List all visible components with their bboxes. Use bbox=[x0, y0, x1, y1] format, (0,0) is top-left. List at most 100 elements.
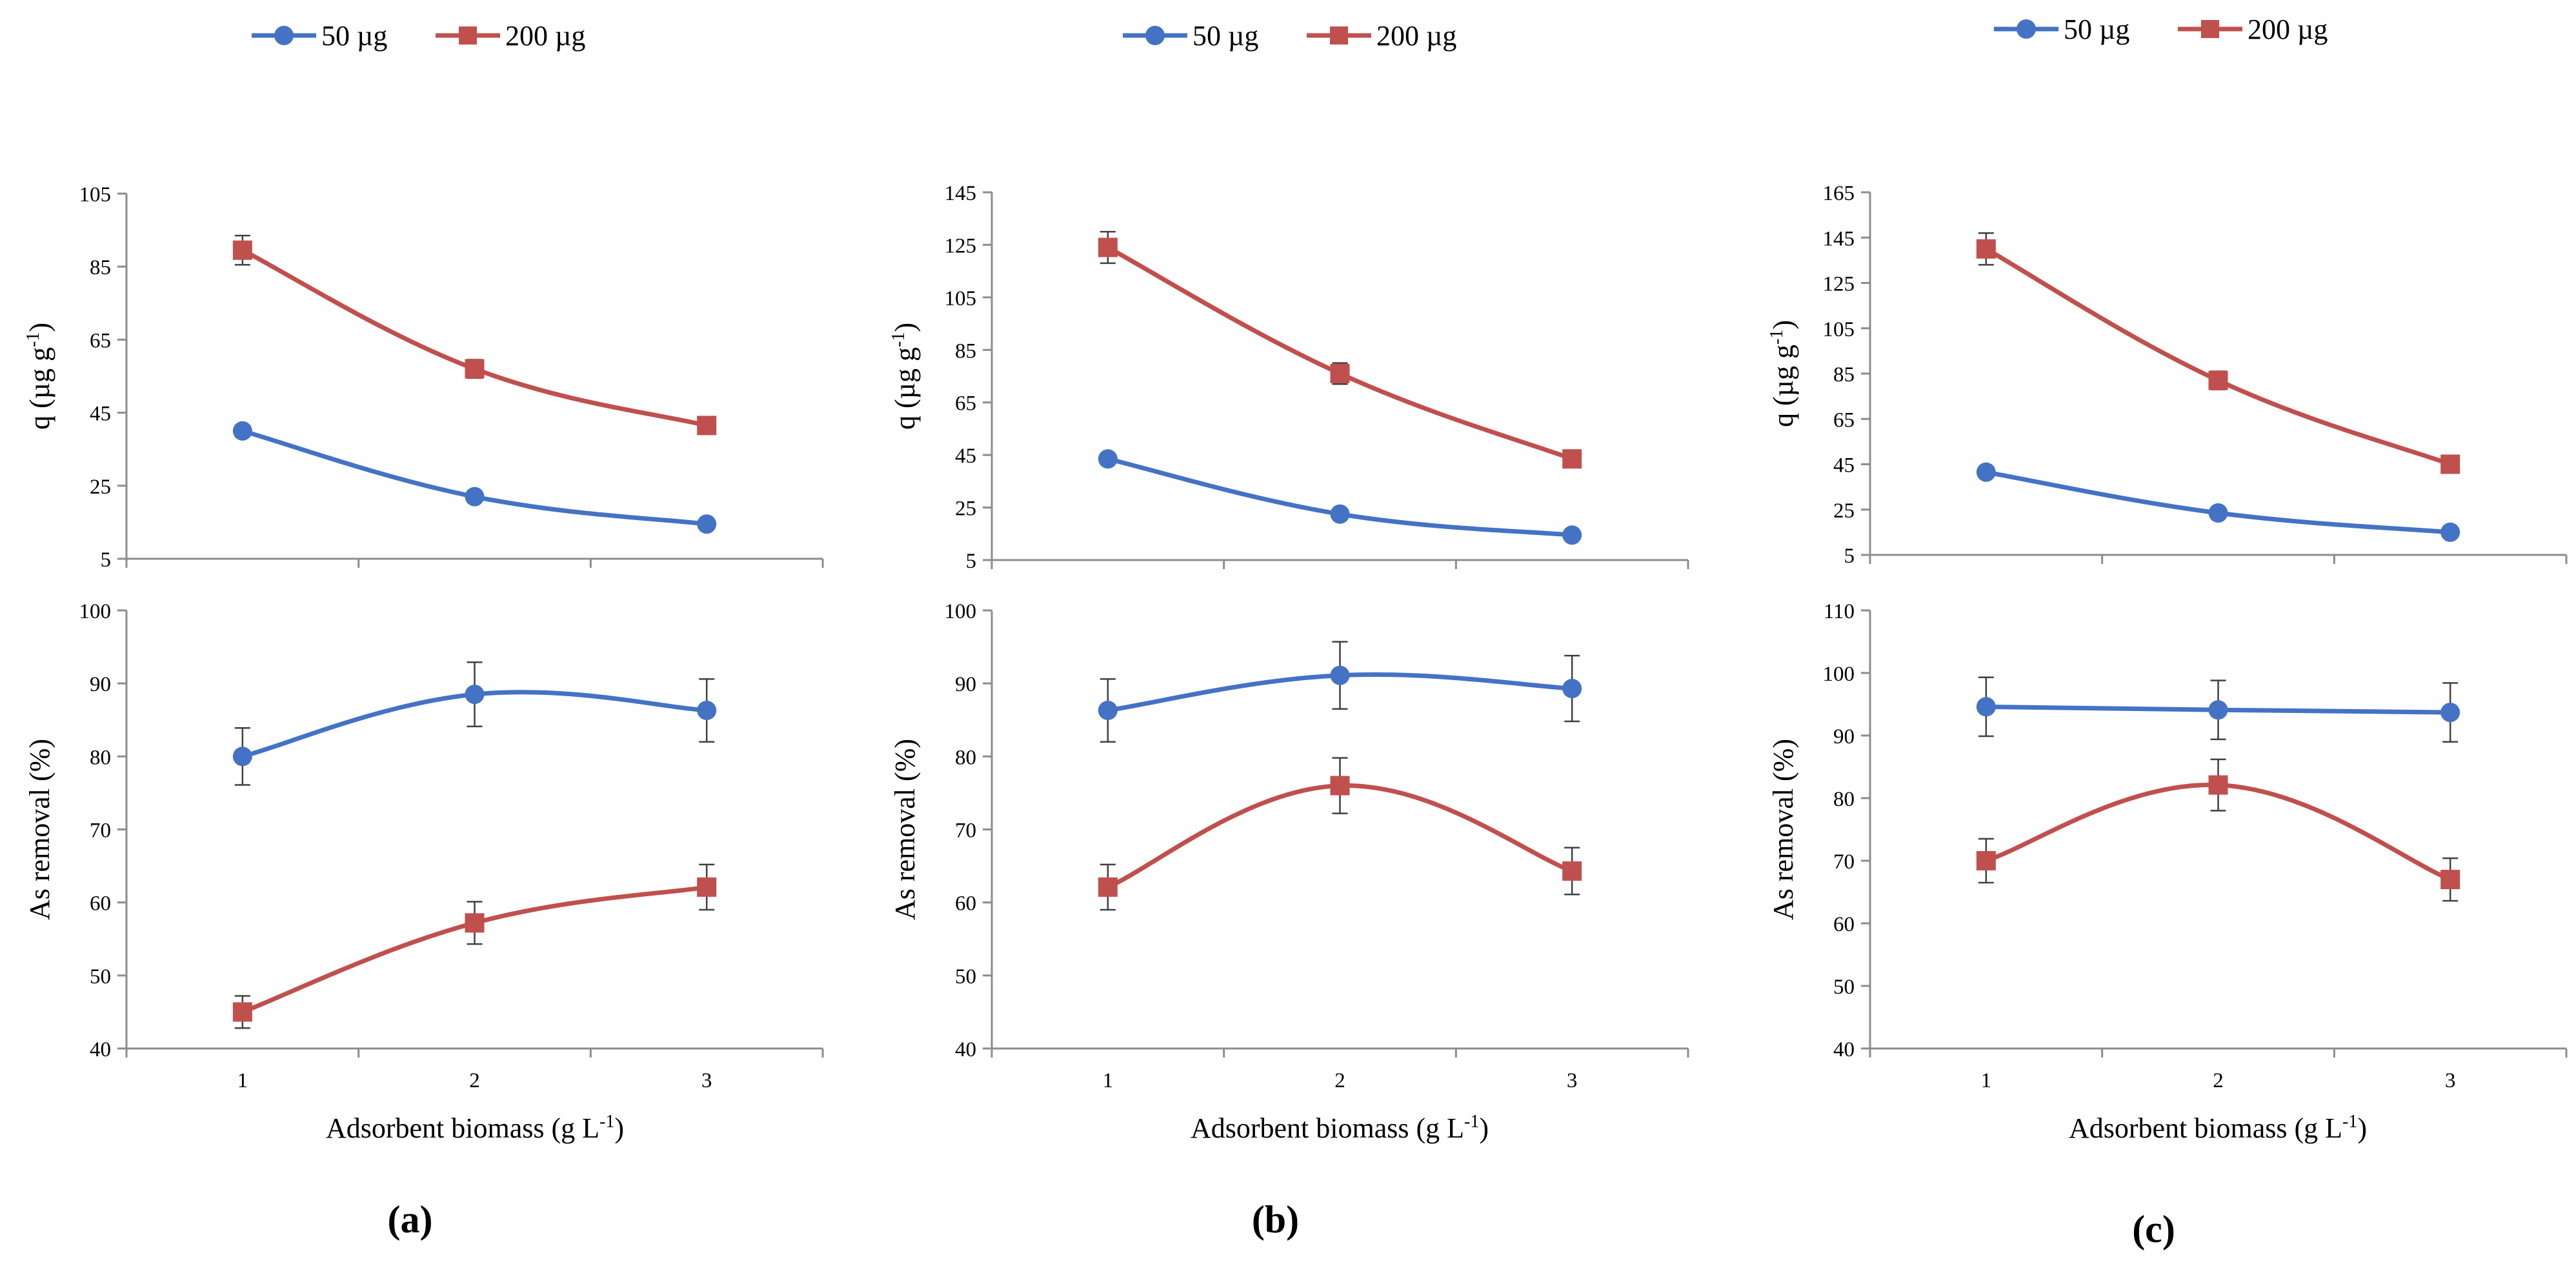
y-tick-label: 125 bbox=[1823, 273, 1855, 296]
x-tick-label: 1 bbox=[1981, 1069, 1992, 1092]
data-point-square bbox=[1562, 861, 1582, 881]
data-point-circle bbox=[1330, 504, 1350, 524]
legend: 50 µg 200 µg bbox=[1994, 14, 2328, 45]
y-tick-label: 125 bbox=[945, 234, 977, 257]
y-tick-label: 85 bbox=[90, 256, 111, 279]
y-axis-label: q (µg g-1) bbox=[889, 323, 921, 430]
legend-label-2: 200 µg bbox=[1376, 20, 1456, 52]
x-axis-label-text: Adsorbent biomass (g L bbox=[326, 1112, 599, 1144]
y-tick-label: 90 bbox=[955, 673, 976, 696]
data-point-circle bbox=[1098, 701, 1118, 721]
x-tick-label: 3 bbox=[2445, 1069, 2456, 1092]
y-tick-label: 40 bbox=[90, 1038, 111, 1061]
data-point-square bbox=[465, 359, 485, 379]
data-point-square bbox=[1330, 776, 1350, 796]
x-tick-label: 1 bbox=[237, 1069, 248, 1092]
y-tick-label: 105 bbox=[79, 183, 112, 206]
data-point-square bbox=[465, 913, 485, 933]
y-axis-label: As removal (%) bbox=[1767, 739, 1799, 920]
x-axis-label-text: Adsorbent biomass (g L bbox=[1191, 1112, 1464, 1144]
data-point-square bbox=[232, 1002, 252, 1022]
legend-marker-circle bbox=[2017, 19, 2036, 39]
series-line-2 bbox=[241, 248, 707, 428]
legend-marker-circle bbox=[1145, 26, 1165, 45]
data-point-square bbox=[1976, 239, 1996, 259]
x-axis-label-sup: -1 bbox=[599, 1112, 614, 1132]
y-tick-label: 90 bbox=[90, 673, 111, 696]
data-point-square bbox=[2208, 370, 2228, 390]
y-tick-label: 5 bbox=[1844, 545, 1855, 568]
x-axis-label: Adsorbent biomass (g L-1) bbox=[326, 1112, 624, 1144]
legend-marker-square bbox=[1330, 26, 1348, 45]
y-tick-label: 100 bbox=[79, 600, 112, 623]
data-point-circle bbox=[697, 701, 717, 721]
y-tick-label: 145 bbox=[945, 182, 977, 205]
series-line-2 bbox=[1985, 246, 2451, 466]
q-subplot: 5 25 45 65 85 105 125 145 165 q (µg g-1) bbox=[1767, 182, 2568, 568]
y-axis-label-post: ) bbox=[889, 323, 921, 332]
x-axis-label: Adsorbent biomass (g L-1) bbox=[1191, 1112, 1489, 1144]
data-point-circle bbox=[2440, 703, 2460, 723]
data-point-square bbox=[232, 240, 252, 260]
y-tick-label: 80 bbox=[1833, 788, 1855, 811]
series-line-1 bbox=[1986, 470, 2451, 535]
data-point-circle bbox=[232, 421, 252, 441]
legend: 50 µg 200 µg bbox=[252, 20, 585, 52]
x-axis-label: Adsorbent biomass (g L-1) bbox=[2069, 1112, 2367, 1144]
legend-label-2: 200 µg bbox=[505, 20, 585, 52]
data-point-circle bbox=[1562, 679, 1582, 699]
y-axis-label-text: As removal (%) bbox=[889, 739, 921, 920]
y-tick-label: 165 bbox=[1823, 182, 1855, 205]
data-point-circle bbox=[1098, 449, 1118, 469]
y-tick-label: 100 bbox=[945, 600, 977, 623]
data-point-circle bbox=[232, 747, 252, 767]
data-point-square bbox=[2208, 775, 2228, 795]
data-point-square bbox=[1330, 363, 1350, 383]
y-tick-label: 40 bbox=[1833, 1038, 1855, 1061]
y-tick-label: 105 bbox=[1823, 318, 1855, 341]
y-tick-label: 105 bbox=[945, 287, 977, 310]
legend-label-1: 50 µg bbox=[321, 20, 387, 52]
y-axis-label-post: ) bbox=[24, 323, 55, 332]
legend-marker-square bbox=[2201, 20, 2219, 38]
y-axis-label: q (µg g-1) bbox=[23, 323, 55, 430]
y-axis-label-text: q (µg g bbox=[889, 347, 921, 430]
y-axis-label-text: As removal (%) bbox=[24, 739, 55, 920]
data-point-square bbox=[2440, 454, 2460, 474]
legend-marker-square bbox=[459, 26, 477, 45]
series-line-1 bbox=[241, 428, 707, 527]
x-axis-label-post: ) bbox=[1479, 1112, 1489, 1144]
data-point-square bbox=[697, 877, 717, 897]
data-point-circle bbox=[1562, 525, 1582, 545]
y-tick-label: 40 bbox=[955, 1038, 976, 1061]
data-point-square bbox=[1098, 237, 1118, 257]
data-point-circle bbox=[1976, 697, 1996, 717]
y-axis-label-text: As removal (%) bbox=[1767, 739, 1799, 920]
x-tick-label: 3 bbox=[701, 1069, 712, 1092]
y-tick-label: 145 bbox=[1823, 227, 1855, 250]
y-tick-label: 65 bbox=[955, 392, 976, 416]
data-point-circle bbox=[2208, 700, 2228, 720]
x-axis-label-sup: -1 bbox=[2342, 1112, 2357, 1132]
data-point-square bbox=[2440, 870, 2460, 890]
y-tick-label: 70 bbox=[90, 819, 111, 843]
data-point-circle bbox=[465, 487, 485, 507]
y-tick-label: 85 bbox=[955, 339, 976, 363]
panel-label: (a) bbox=[388, 1198, 433, 1241]
y-tick-label: 45 bbox=[955, 445, 976, 468]
y-tick-label: 50 bbox=[90, 965, 111, 988]
x-tick-label: 1 bbox=[1103, 1069, 1114, 1092]
y-axis-label-text: q (µg g bbox=[1767, 345, 1799, 427]
q-subplot: 5 25 45 65 85 105 q (µg g-1) bbox=[23, 183, 824, 572]
legend-label-1: 50 µg bbox=[2064, 14, 2129, 45]
y-axis-label: As removal (%) bbox=[889, 739, 921, 920]
data-point-circle bbox=[697, 514, 717, 534]
y-axis-label: q (µg g-1) bbox=[1767, 320, 1799, 427]
y-tick-label: 5 bbox=[966, 550, 977, 573]
panel-label: (b) bbox=[1252, 1198, 1299, 1241]
y-tick-label: 90 bbox=[1833, 725, 1855, 748]
data-point-square bbox=[697, 416, 717, 436]
data-point-square bbox=[1976, 851, 1996, 870]
